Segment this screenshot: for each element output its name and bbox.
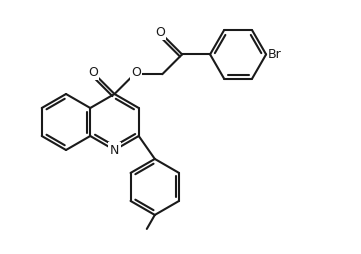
Text: O: O [88,66,97,79]
Text: O: O [131,66,141,79]
Text: N: N [110,144,119,156]
Text: Br: Br [268,48,282,61]
Text: O: O [155,26,165,39]
